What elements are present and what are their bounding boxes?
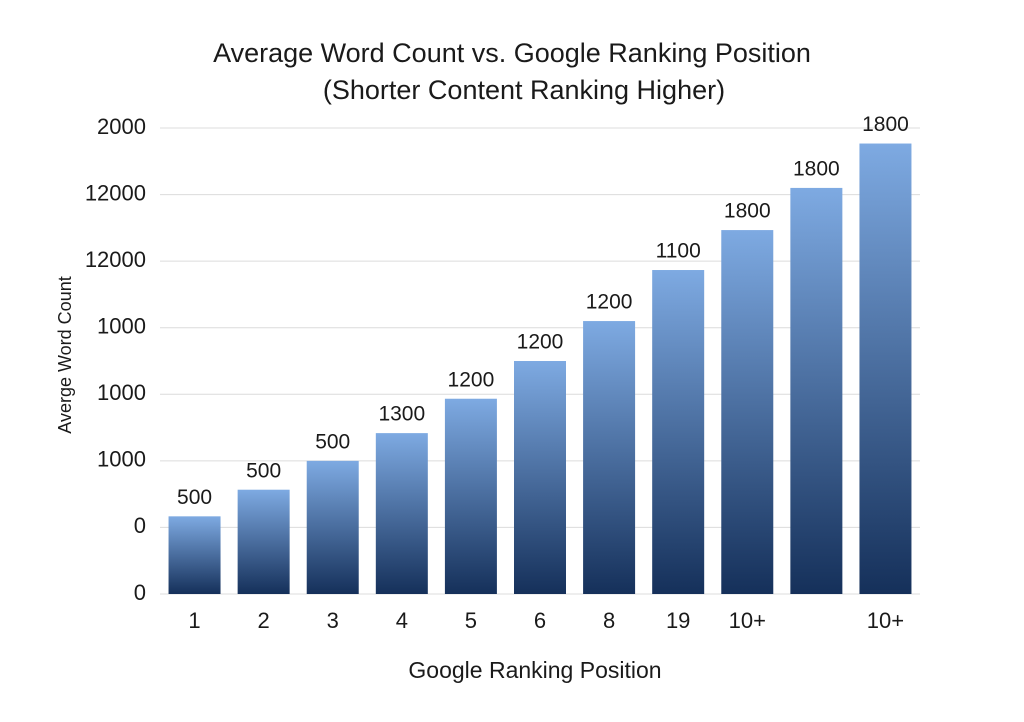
y-tick-label: 1000 bbox=[97, 314, 146, 339]
bar bbox=[859, 143, 912, 595]
value-label: 1200 bbox=[448, 368, 495, 391]
bar bbox=[168, 516, 221, 594]
x-tick-label: 8 bbox=[603, 608, 615, 633]
x-tick-label: 2 bbox=[258, 608, 270, 633]
y-tick-label: 12000 bbox=[85, 180, 146, 205]
bar bbox=[790, 187, 843, 594]
x-tick-label: 10+ bbox=[729, 608, 766, 633]
bar bbox=[306, 460, 359, 594]
chart-title: Average Word Count vs. Google Ranking Po… bbox=[213, 38, 811, 68]
y-tick-label: 12000 bbox=[85, 247, 146, 272]
value-label: 1100 bbox=[656, 240, 701, 263]
x-tick-label: 10+ bbox=[867, 608, 904, 633]
bar bbox=[583, 321, 636, 594]
bar bbox=[444, 398, 497, 594]
x-tick-label: 19 bbox=[666, 608, 690, 633]
value-label: 1300 bbox=[378, 403, 425, 426]
value-label: 1800 bbox=[724, 200, 771, 223]
bar bbox=[514, 361, 566, 594]
bar bbox=[652, 270, 705, 594]
value-label: 500 bbox=[246, 459, 281, 482]
value-label: 1200 bbox=[586, 291, 633, 314]
x-tick-label: 5 bbox=[465, 608, 477, 633]
y-tick-label: 1000 bbox=[97, 447, 146, 472]
x-axis-label: Google Ranking Position bbox=[408, 657, 661, 683]
y-tick-label: 2000 bbox=[97, 114, 146, 139]
x-tick-label: 6 bbox=[534, 608, 546, 633]
y-tick-label: 0 bbox=[134, 580, 146, 605]
y-tick-label: 1000 bbox=[97, 380, 146, 405]
x-tick-label: 3 bbox=[327, 608, 339, 633]
y-tick-label: 0 bbox=[134, 513, 146, 538]
value-label: 500 bbox=[177, 486, 212, 509]
x-tick-label: 1 bbox=[188, 608, 200, 633]
value-label: 1200 bbox=[517, 331, 564, 354]
x-tick-label: 4 bbox=[396, 608, 408, 633]
value-label: 500 bbox=[315, 430, 350, 453]
chart-subtitle: (Shorter Content Ranking Higher) bbox=[323, 75, 725, 105]
value-label: 1800 bbox=[793, 157, 840, 180]
value-label: 1800 bbox=[862, 113, 909, 136]
bar bbox=[237, 489, 290, 594]
y-axis-label: Averge Word Count bbox=[55, 276, 75, 433]
bar bbox=[721, 230, 774, 595]
bar bbox=[375, 433, 428, 594]
